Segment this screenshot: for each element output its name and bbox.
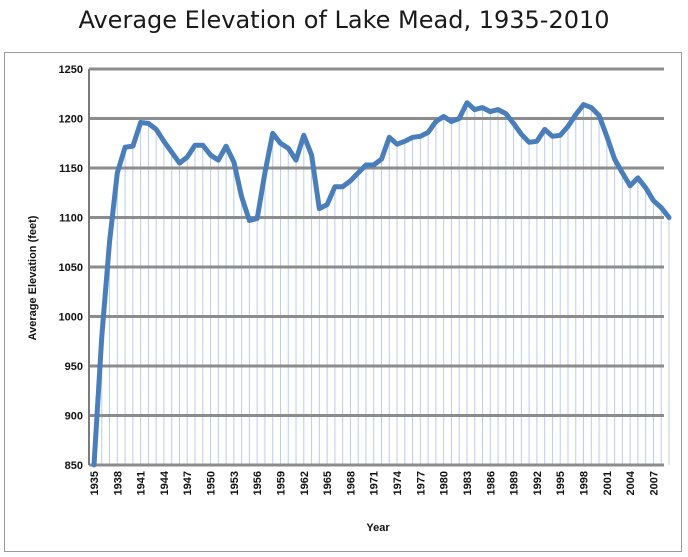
x-tick-label: 1962 — [299, 471, 311, 495]
x-tick-labels: 1935 1938 1941 1944 1947 1950 1953 1956 1959 1962… — [89, 470, 660, 495]
y-tick-label: 1150 — [59, 163, 83, 175]
y-tick-labels: 850 900 950 1000 1050 1100 1150 1200 1250 — [59, 64, 83, 472]
x-tick-label: 1974 — [392, 470, 404, 495]
chart-frame — [4, 52, 682, 552]
x-tick-label: 1935 — [89, 471, 101, 495]
x-tick-label: 1956 — [252, 471, 264, 495]
x-tick-label: 1977 — [415, 471, 427, 495]
chart-title: Average Elevation of Lake Mead, 1935-201… — [78, 6, 610, 34]
x-tick-label: 1971 — [369, 471, 381, 495]
y-axis-label: Average Elevation (feet) — [27, 215, 39, 340]
x-tick-label: 2004 — [625, 470, 637, 495]
x-tick-label: 1947 — [182, 471, 194, 495]
y-tick-label: 1050 — [59, 262, 83, 274]
x-tick-label: 1953 — [229, 471, 241, 495]
y-tick-label: 900 — [65, 411, 83, 423]
x-tick-label: 2001 — [602, 471, 614, 495]
x-tick-label: 1998 — [579, 471, 591, 495]
gridlines — [88, 67, 664, 467]
x-tick-label: 1950 — [206, 471, 218, 495]
x-tick-label: 1992 — [532, 471, 544, 495]
y-tick-label: 1000 — [59, 312, 83, 324]
x-axis-label: Year — [366, 522, 390, 534]
series-line — [91, 100, 672, 468]
x-tick-label: 1995 — [555, 471, 567, 495]
y-tick-label: 850 — [65, 460, 83, 472]
y-tick-label: 1200 — [59, 114, 83, 126]
x-tick-label: 1986 — [485, 471, 497, 495]
x-tick-label: 1980 — [439, 471, 451, 495]
x-tick-label: 1983 — [462, 471, 474, 495]
x-tick-label: 2007 — [648, 471, 660, 495]
x-tick-label: 1968 — [345, 471, 357, 495]
x-tick-label: 1965 — [322, 471, 334, 495]
x-tick-label: 1938 — [112, 471, 124, 495]
y-tick-label: 1100 — [59, 213, 83, 225]
x-tick-label: 1941 — [136, 471, 148, 495]
x-tick-label: 1944 — [159, 470, 171, 495]
y-tick-label: 950 — [65, 361, 83, 373]
x-tick-label: 1989 — [509, 471, 521, 495]
x-tick-label: 1959 — [275, 471, 287, 495]
y-tick-label: 1250 — [59, 64, 83, 76]
